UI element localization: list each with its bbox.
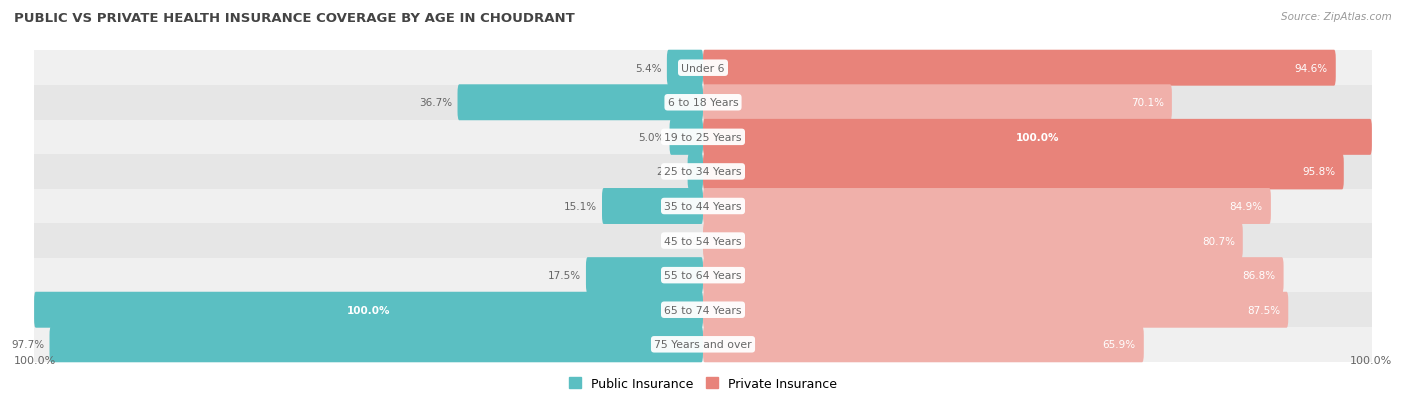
Text: 95.8%: 95.8% xyxy=(1302,167,1336,177)
FancyBboxPatch shape xyxy=(703,51,1336,86)
Text: 19 to 25 Years: 19 to 25 Years xyxy=(664,133,742,142)
FancyBboxPatch shape xyxy=(669,120,703,155)
FancyBboxPatch shape xyxy=(703,154,1344,190)
Text: 2.3%: 2.3% xyxy=(655,167,682,177)
Text: 15.1%: 15.1% xyxy=(564,202,596,211)
Text: 5.4%: 5.4% xyxy=(636,64,662,74)
FancyBboxPatch shape xyxy=(666,51,703,86)
Text: 55 to 64 Years: 55 to 64 Years xyxy=(664,271,742,280)
FancyBboxPatch shape xyxy=(703,258,1284,293)
Bar xyxy=(34,224,1372,258)
FancyBboxPatch shape xyxy=(703,189,1271,224)
Text: 97.7%: 97.7% xyxy=(11,339,44,349)
Text: 35 to 44 Years: 35 to 44 Years xyxy=(664,202,742,211)
Text: 80.7%: 80.7% xyxy=(1202,236,1234,246)
Text: 65.9%: 65.9% xyxy=(1102,339,1136,349)
Text: 75 Years and over: 75 Years and over xyxy=(654,339,752,349)
FancyBboxPatch shape xyxy=(703,85,1171,121)
Text: Source: ZipAtlas.com: Source: ZipAtlas.com xyxy=(1281,12,1392,22)
Bar xyxy=(34,86,1372,120)
Text: 0.0%: 0.0% xyxy=(672,236,697,246)
Text: 87.5%: 87.5% xyxy=(1247,305,1281,315)
Text: 65 to 74 Years: 65 to 74 Years xyxy=(664,305,742,315)
Text: 17.5%: 17.5% xyxy=(547,271,581,280)
Bar xyxy=(34,120,1372,155)
FancyBboxPatch shape xyxy=(34,292,703,328)
FancyBboxPatch shape xyxy=(49,327,703,362)
FancyBboxPatch shape xyxy=(703,327,1144,362)
FancyBboxPatch shape xyxy=(602,189,703,224)
FancyBboxPatch shape xyxy=(703,223,1243,259)
Text: 94.6%: 94.6% xyxy=(1295,64,1327,74)
Text: 100.0%: 100.0% xyxy=(1015,133,1059,142)
Text: PUBLIC VS PRIVATE HEALTH INSURANCE COVERAGE BY AGE IN CHOUDRANT: PUBLIC VS PRIVATE HEALTH INSURANCE COVER… xyxy=(14,12,575,25)
FancyBboxPatch shape xyxy=(457,85,703,121)
FancyBboxPatch shape xyxy=(703,292,1288,328)
FancyBboxPatch shape xyxy=(586,258,703,293)
Bar xyxy=(34,189,1372,224)
Text: 5.0%: 5.0% xyxy=(638,133,664,142)
Bar xyxy=(34,258,1372,293)
Text: 6 to 18 Years: 6 to 18 Years xyxy=(668,98,738,108)
Text: 70.1%: 70.1% xyxy=(1130,98,1164,108)
Legend: Public Insurance, Private Insurance: Public Insurance, Private Insurance xyxy=(564,372,842,395)
Bar xyxy=(34,327,1372,362)
Text: 45 to 54 Years: 45 to 54 Years xyxy=(664,236,742,246)
Bar xyxy=(34,155,1372,189)
Text: 100.0%: 100.0% xyxy=(347,305,391,315)
Text: 86.8%: 86.8% xyxy=(1243,271,1275,280)
Text: 36.7%: 36.7% xyxy=(419,98,453,108)
Text: 25 to 34 Years: 25 to 34 Years xyxy=(664,167,742,177)
FancyBboxPatch shape xyxy=(703,120,1372,155)
Bar xyxy=(34,293,1372,327)
Text: 100.0%: 100.0% xyxy=(1350,355,1392,365)
Text: 100.0%: 100.0% xyxy=(14,355,56,365)
Text: 84.9%: 84.9% xyxy=(1230,202,1263,211)
Text: Under 6: Under 6 xyxy=(682,64,724,74)
FancyBboxPatch shape xyxy=(688,154,703,190)
Bar xyxy=(34,51,1372,86)
